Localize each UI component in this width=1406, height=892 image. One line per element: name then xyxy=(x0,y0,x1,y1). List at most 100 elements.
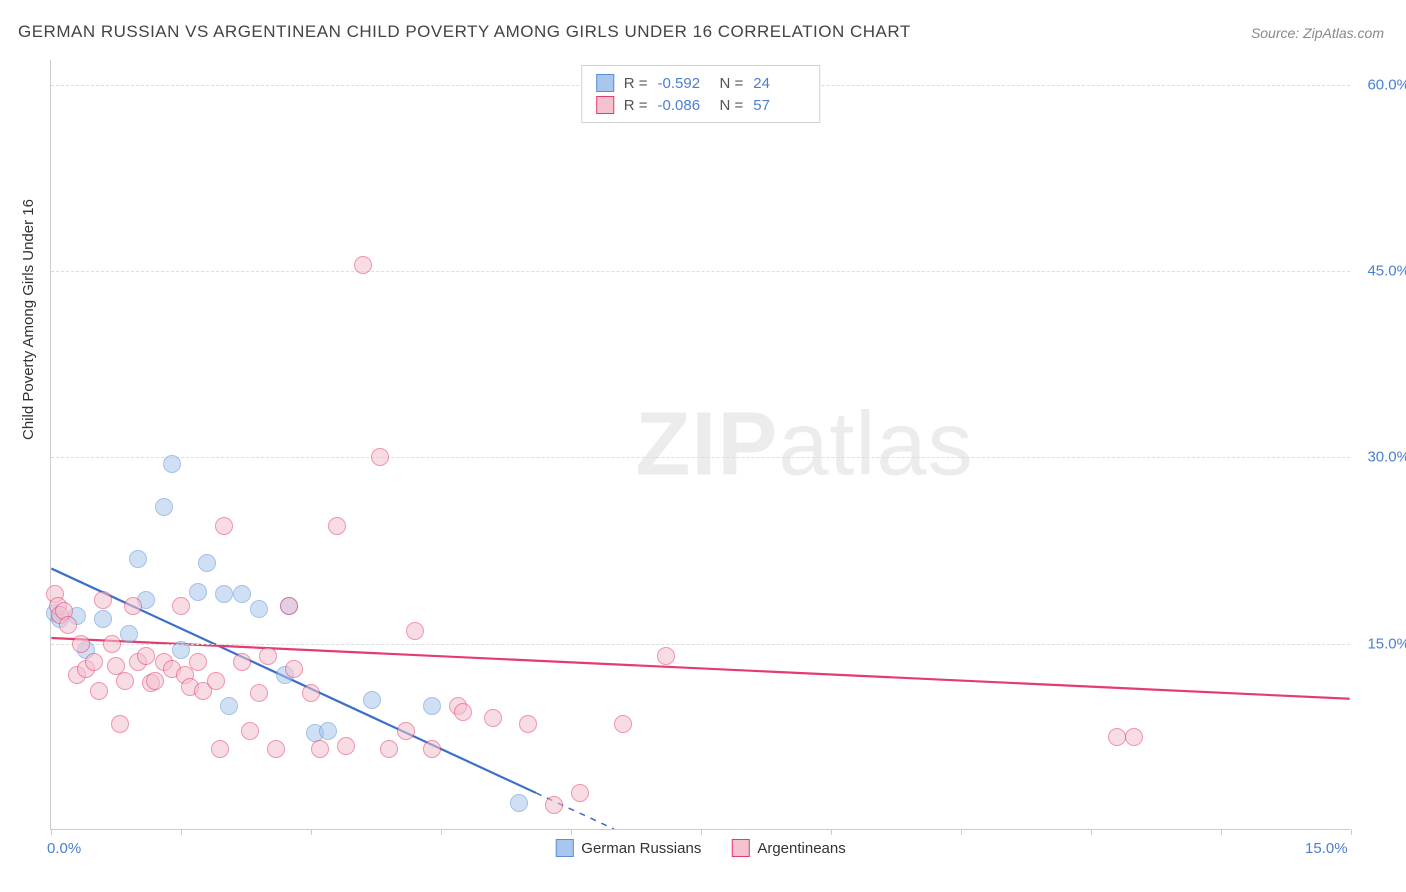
legend-row-series1: R = -0.592 N = 24 xyxy=(596,72,806,94)
data-point xyxy=(397,722,415,740)
data-point xyxy=(250,600,268,618)
data-point xyxy=(1125,728,1143,746)
swatch-series2 xyxy=(596,96,614,114)
x-tick xyxy=(1221,829,1222,835)
data-point xyxy=(454,703,472,721)
data-point xyxy=(328,517,346,535)
legend-correlation: R = -0.592 N = 24 R = -0.086 N = 57 xyxy=(581,65,821,123)
data-point xyxy=(484,709,502,727)
plot-area: ZIPatlas R = -0.592 N = 24 R = -0.086 N … xyxy=(50,60,1350,830)
data-point xyxy=(163,455,181,473)
data-point xyxy=(155,498,173,516)
y-tick-label: 30.0% xyxy=(1355,449,1406,466)
watermark: ZIPatlas xyxy=(635,393,973,496)
data-point xyxy=(189,583,207,601)
watermark-zip: ZIP xyxy=(635,394,778,494)
data-point xyxy=(189,653,207,671)
data-point xyxy=(72,635,90,653)
y-tick-label: 45.0% xyxy=(1355,263,1406,280)
x-tick xyxy=(831,829,832,835)
gridline xyxy=(51,644,1350,645)
data-point xyxy=(137,647,155,665)
n-label: N = xyxy=(720,75,744,92)
r-value-series1: -0.592 xyxy=(658,75,710,92)
x-tick xyxy=(311,829,312,835)
data-point xyxy=(198,554,216,572)
data-point xyxy=(90,682,108,700)
data-point xyxy=(302,684,320,702)
chart-title: GERMAN RUSSIAN VS ARGENTINEAN CHILD POVE… xyxy=(18,22,911,42)
x-tick xyxy=(961,829,962,835)
data-point xyxy=(220,697,238,715)
data-point xyxy=(406,622,424,640)
x-tick xyxy=(181,829,182,835)
data-point xyxy=(124,597,142,615)
data-point xyxy=(1108,728,1126,746)
data-point xyxy=(233,653,251,671)
data-point xyxy=(120,625,138,643)
data-point xyxy=(423,697,441,715)
watermark-atlas: atlas xyxy=(778,394,973,494)
data-point xyxy=(354,256,372,274)
data-point xyxy=(250,684,268,702)
legend-series: German Russians Argentineans xyxy=(555,839,845,857)
data-point xyxy=(371,448,389,466)
gridline xyxy=(51,271,1350,272)
data-point xyxy=(103,635,121,653)
data-point xyxy=(111,715,129,733)
data-point xyxy=(510,794,528,812)
data-point xyxy=(172,597,190,615)
data-point xyxy=(129,550,147,568)
y-tick-label: 15.0% xyxy=(1355,635,1406,652)
data-point xyxy=(423,740,441,758)
source-label: Source: ZipAtlas.com xyxy=(1251,25,1384,41)
data-point xyxy=(319,722,337,740)
x-tick-label: 15.0% xyxy=(1305,840,1348,857)
data-point xyxy=(215,517,233,535)
data-point xyxy=(172,641,190,659)
legend-row-series2: R = -0.086 N = 57 xyxy=(596,94,806,116)
data-point xyxy=(311,740,329,758)
n-value-series2: 57 xyxy=(753,97,805,114)
data-point xyxy=(280,597,298,615)
x-tick xyxy=(1351,829,1352,835)
y-axis-label: Child Poverty Among Girls Under 16 xyxy=(20,199,37,440)
data-point xyxy=(259,647,277,665)
data-point xyxy=(657,647,675,665)
data-point xyxy=(215,585,233,603)
legend-label-series2: Argentineans xyxy=(757,840,845,857)
trend-lines xyxy=(51,60,1350,829)
data-point xyxy=(116,672,134,690)
data-point xyxy=(363,691,381,709)
x-tick xyxy=(571,829,572,835)
x-tick xyxy=(701,829,702,835)
x-tick-label: 0.0% xyxy=(47,840,81,857)
y-tick-label: 60.0% xyxy=(1355,76,1406,93)
data-point xyxy=(94,610,112,628)
data-point xyxy=(211,740,229,758)
swatch-series2 xyxy=(731,839,749,857)
data-point xyxy=(614,715,632,733)
data-point xyxy=(233,585,251,603)
data-point xyxy=(380,740,398,758)
data-point xyxy=(519,715,537,733)
data-point xyxy=(545,796,563,814)
data-point xyxy=(94,591,112,609)
data-point xyxy=(85,653,103,671)
x-tick xyxy=(1091,829,1092,835)
n-value-series1: 24 xyxy=(753,75,805,92)
data-point xyxy=(337,737,355,755)
swatch-series1 xyxy=(555,839,573,857)
legend-label-series1: German Russians xyxy=(581,840,701,857)
data-point xyxy=(241,722,259,740)
legend-item-series1: German Russians xyxy=(555,839,701,857)
x-tick xyxy=(441,829,442,835)
data-point xyxy=(146,672,164,690)
swatch-series1 xyxy=(596,74,614,92)
data-point xyxy=(571,784,589,802)
legend-item-series2: Argentineans xyxy=(731,839,845,857)
r-label: R = xyxy=(624,75,648,92)
data-point xyxy=(59,616,77,634)
n-label: N = xyxy=(720,97,744,114)
r-label: R = xyxy=(624,97,648,114)
